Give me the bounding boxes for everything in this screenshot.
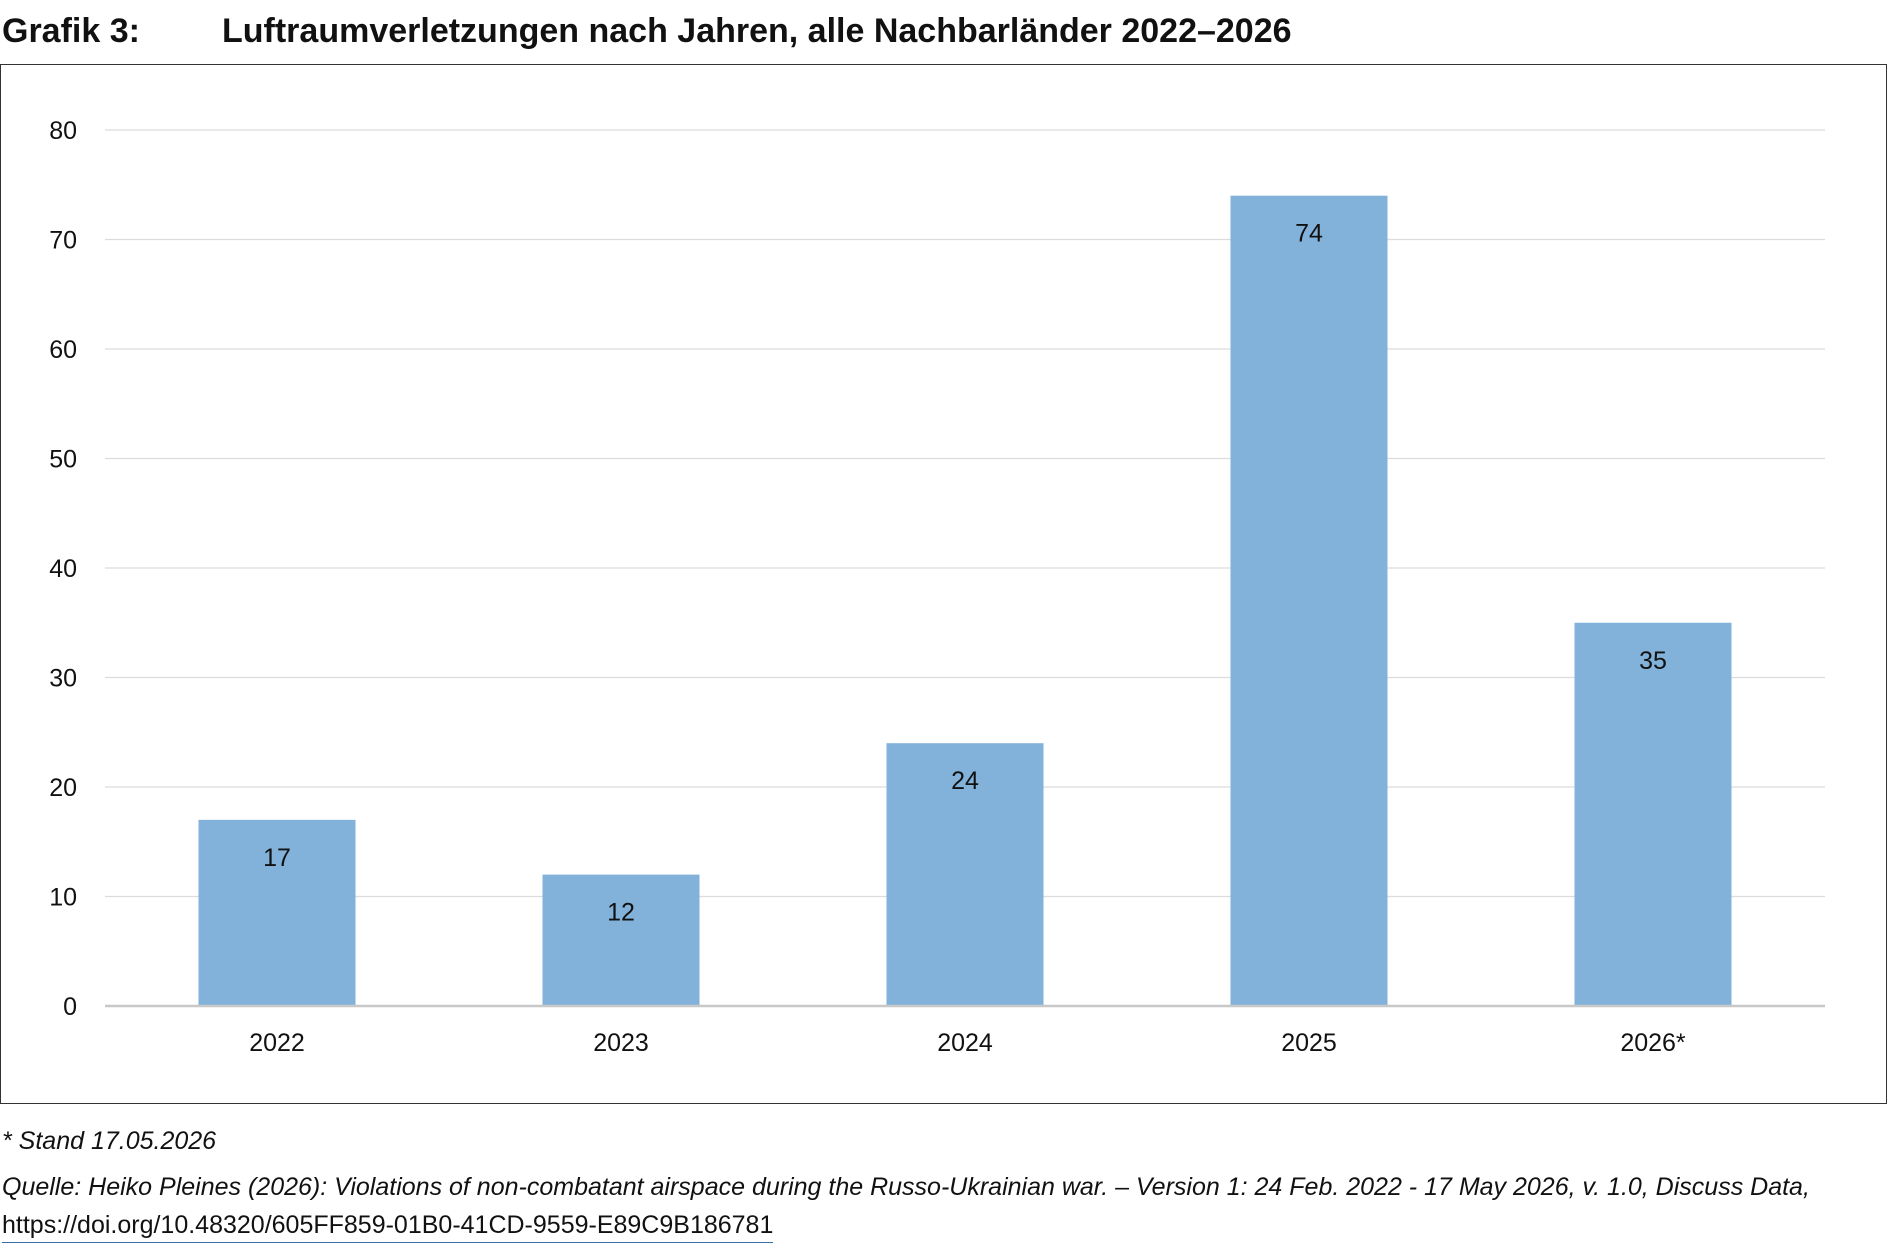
x-tick-label-2025: 2025 bbox=[1281, 1029, 1337, 1057]
y-tick-label: 0 bbox=[63, 993, 77, 1021]
figure-title-row: Grafik 3: Luftraumverletzungen nach Jahr… bbox=[0, 6, 1890, 56]
bar-2025 bbox=[1230, 195, 1388, 1006]
data-label-2023: 12 bbox=[607, 899, 635, 927]
source-text: Quelle: Heiko Pleines (2026): Violations… bbox=[2, 1173, 1810, 1201]
data-labels: 17 12 24 74 35 bbox=[263, 220, 1667, 927]
y-tick-labels: 0 10 20 30 40 50 60 70 80 bbox=[49, 117, 77, 1021]
x-tick-label-2026*: 2026* bbox=[1620, 1029, 1686, 1057]
figure-title: Luftraumverletzungen nach Jahren, alle N… bbox=[222, 12, 1292, 50]
bar-2023 bbox=[542, 874, 700, 1006]
y-tick-label: 50 bbox=[49, 446, 77, 474]
y-tick-label: 30 bbox=[49, 665, 77, 693]
figure-label: Grafik 3: bbox=[2, 12, 140, 50]
footnote: * Stand 17.05.2026 bbox=[2, 1127, 217, 1155]
bar-2022 bbox=[198, 819, 356, 1006]
x-tick-label-2023: 2023 bbox=[593, 1029, 649, 1057]
x-tick-label-2024: 2024 bbox=[937, 1029, 993, 1057]
bar-2026* bbox=[1574, 622, 1732, 1006]
x-tick-labels: 2022 2023 2024 2025 2026* bbox=[249, 1029, 1686, 1057]
y-tick-label: 70 bbox=[49, 227, 77, 255]
source-note: Quelle: Heiko Pleines (2026): Violations… bbox=[2, 1168, 1890, 1244]
y-tick-label: 60 bbox=[49, 336, 77, 364]
data-label-2024: 24 bbox=[951, 767, 979, 795]
bars bbox=[198, 195, 1732, 1006]
y-tick-label: 40 bbox=[49, 555, 77, 583]
y-tick-label: 80 bbox=[49, 117, 77, 145]
source-link[interactable]: https://doi.org/10.48320/605FF859-01B0-4… bbox=[2, 1208, 774, 1243]
data-label-2022: 17 bbox=[263, 844, 291, 872]
data-label-2026*: 35 bbox=[1639, 647, 1667, 675]
chart-frame: 0 10 20 30 40 50 60 70 80 2022 2023 2024 2025 2026* … bbox=[0, 64, 1887, 1104]
data-label-2025: 74 bbox=[1295, 220, 1323, 248]
y-tick-label: 20 bbox=[49, 774, 77, 802]
grid-lines bbox=[105, 129, 1825, 898]
x-tick-label-2022: 2022 bbox=[249, 1029, 305, 1057]
y-tick-label: 10 bbox=[49, 884, 77, 912]
bar-2024 bbox=[886, 743, 1044, 1006]
